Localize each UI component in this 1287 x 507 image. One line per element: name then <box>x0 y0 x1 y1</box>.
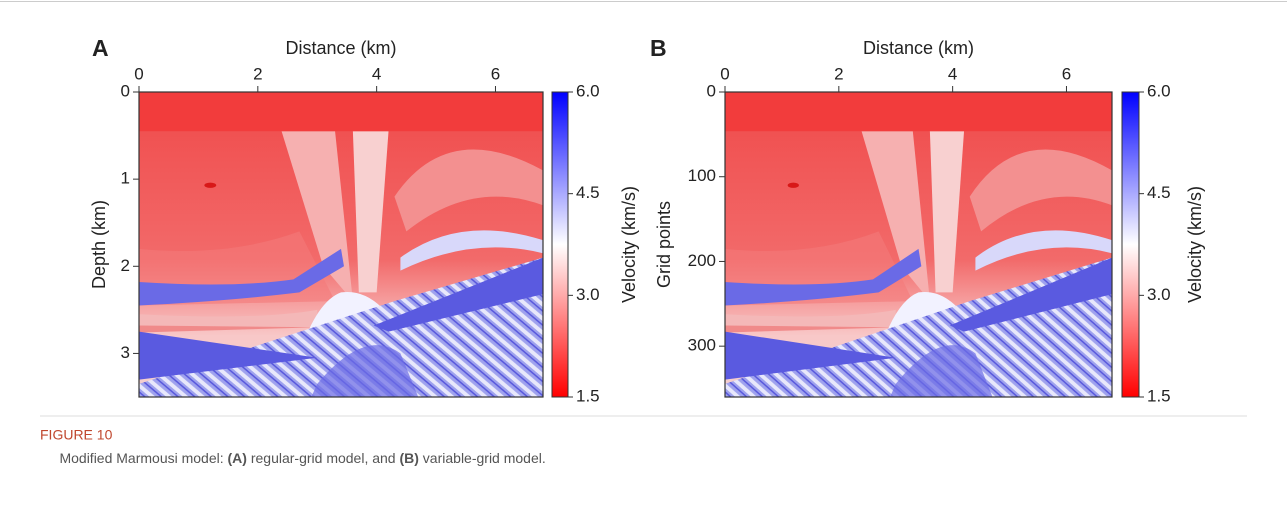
colorbar-tick-label: 4.5 <box>1147 183 1171 202</box>
colorbar <box>1121 91 1140 398</box>
colorbar-tick-label: 4.5 <box>576 183 600 202</box>
colorbar-tick-label: 3.0 <box>576 285 600 304</box>
panel-letter: B <box>650 35 667 61</box>
caption-part: (B) <box>399 450 418 466</box>
x-tick-label: 4 <box>948 64 957 83</box>
plot-frame <box>138 91 544 398</box>
colorbar-tick-label: 6.0 <box>1147 81 1171 100</box>
velocity-image <box>725 92 1112 397</box>
x-tick-label: 6 <box>491 64 500 83</box>
figure-label: FIGURE 10 <box>40 427 113 443</box>
x-axis-label: Distance (km) <box>285 38 396 58</box>
colorbar-tick-label: 1.5 <box>576 386 600 405</box>
x-tick-label: 2 <box>253 64 262 83</box>
x-tick-label: 0 <box>720 64 729 83</box>
y-tick-label: 0 <box>121 81 130 100</box>
y-tick-label: 300 <box>688 336 716 355</box>
y-tick-label: 100 <box>688 166 716 185</box>
panel-letter: A <box>92 35 109 61</box>
x-tick-label: 6 <box>1062 64 1071 83</box>
y-axis-label: Grid points <box>654 201 674 288</box>
velocity-image <box>139 92 543 397</box>
colorbar-tick-label: 1.5 <box>1147 386 1171 405</box>
y-tick-label: 200 <box>688 251 716 270</box>
caption-part: variable-grid model. <box>419 450 546 466</box>
colorbar-tick-label: 6.0 <box>576 81 600 100</box>
y-tick-label: 0 <box>707 81 716 100</box>
colorbar-label: Velocity (km/s) <box>619 186 639 303</box>
colorbar-tick-label: 3.0 <box>1147 285 1171 304</box>
caption-part: (A) <box>228 450 247 466</box>
plot-frame <box>724 91 1113 398</box>
x-tick-label: 2 <box>834 64 843 83</box>
x-tick-label: 4 <box>372 64 381 83</box>
y-axis-label: Depth (km) <box>89 200 109 289</box>
y-tick-label: 1 <box>121 169 130 188</box>
caption-part: Modified Marmousi model: <box>59 450 227 466</box>
y-tick-label: 3 <box>121 343 130 362</box>
x-axis-label: Distance (km) <box>863 38 974 58</box>
colorbar <box>551 91 569 398</box>
colorbar-label: Velocity (km/s) <box>1185 186 1205 303</box>
caption-part: regular-grid model, and <box>247 450 400 466</box>
caption: Modified Marmousi model: (A) regular-gri… <box>40 450 557 466</box>
y-tick-label: 2 <box>121 256 130 275</box>
x-tick-label: 0 <box>134 64 143 83</box>
